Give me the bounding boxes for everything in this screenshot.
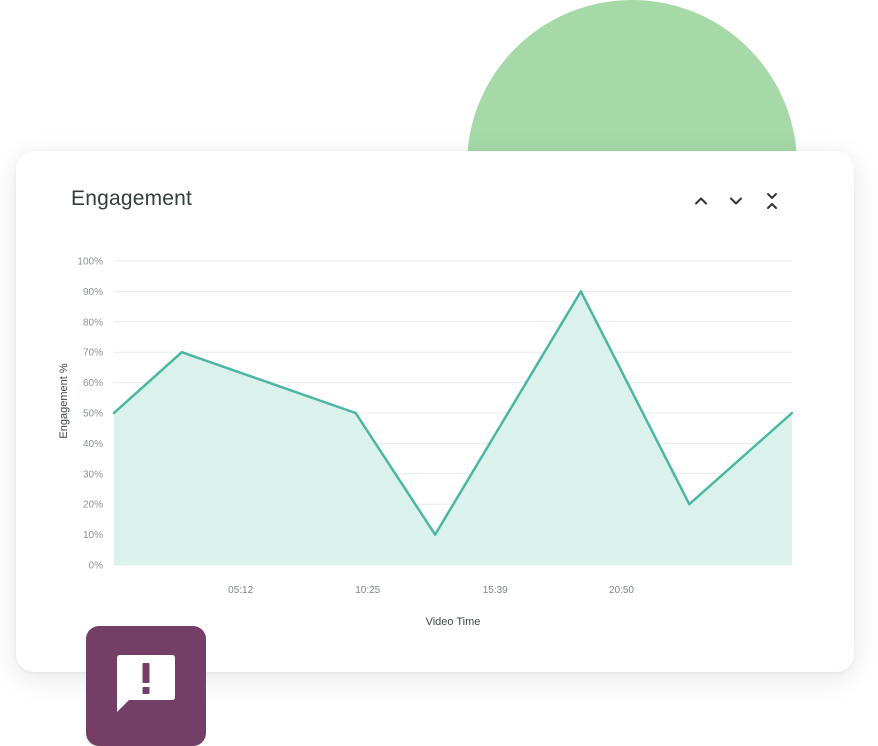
series-area [114, 291, 792, 565]
x-tick-label: 10:25 [355, 585, 380, 596]
alert-tile [86, 626, 206, 746]
card-title: Engagement [71, 187, 193, 210]
y-tick-label: 70% [83, 348, 103, 359]
y-tick-label: 30% [83, 469, 103, 480]
collapse-icon [767, 193, 777, 209]
y-tick-label: 90% [83, 287, 103, 298]
data-point [354, 411, 357, 415]
chevron-down-icon [730, 197, 742, 205]
y-tick-label: 50% [83, 409, 103, 420]
y-axis-label: Engagement % [58, 363, 70, 438]
data-point [579, 290, 583, 293]
data-point [790, 411, 794, 415]
x-axis-label: Video Time [426, 616, 481, 628]
y-tick-label: 0% [89, 561, 104, 572]
data-point [433, 533, 437, 536]
data-point [180, 351, 183, 354]
x-tick-label: 20:50 [609, 585, 634, 596]
x-tick-label: 15:39 [483, 585, 508, 596]
data-point [112, 411, 116, 415]
y-tick-label: 40% [83, 439, 103, 450]
chevron-up-icon [695, 197, 707, 205]
data-point [688, 503, 691, 506]
expand-down-button[interactable] [724, 189, 748, 213]
expand-up-button[interactable] [689, 189, 713, 213]
collapse-button[interactable] [760, 189, 784, 213]
x-tick-label: 05:12 [228, 585, 253, 596]
engagement-chart: 0% 10% 20% 30% 40% 50% 60% 70% 80% 90% 100% 05:12 1… [58, 257, 794, 628]
y-tick-label: 80% [83, 317, 103, 328]
y-tick-label: 20% [83, 500, 103, 511]
y-tick-label: 60% [83, 378, 103, 389]
y-tick-label: 100% [77, 257, 103, 268]
alert-message-icon [117, 655, 175, 712]
engagement-card: Engagement 0% 10% 20% 30% 40% 50% 60% 70% 80% 90%… [16, 151, 854, 672]
y-tick-label: 10% [83, 530, 103, 541]
